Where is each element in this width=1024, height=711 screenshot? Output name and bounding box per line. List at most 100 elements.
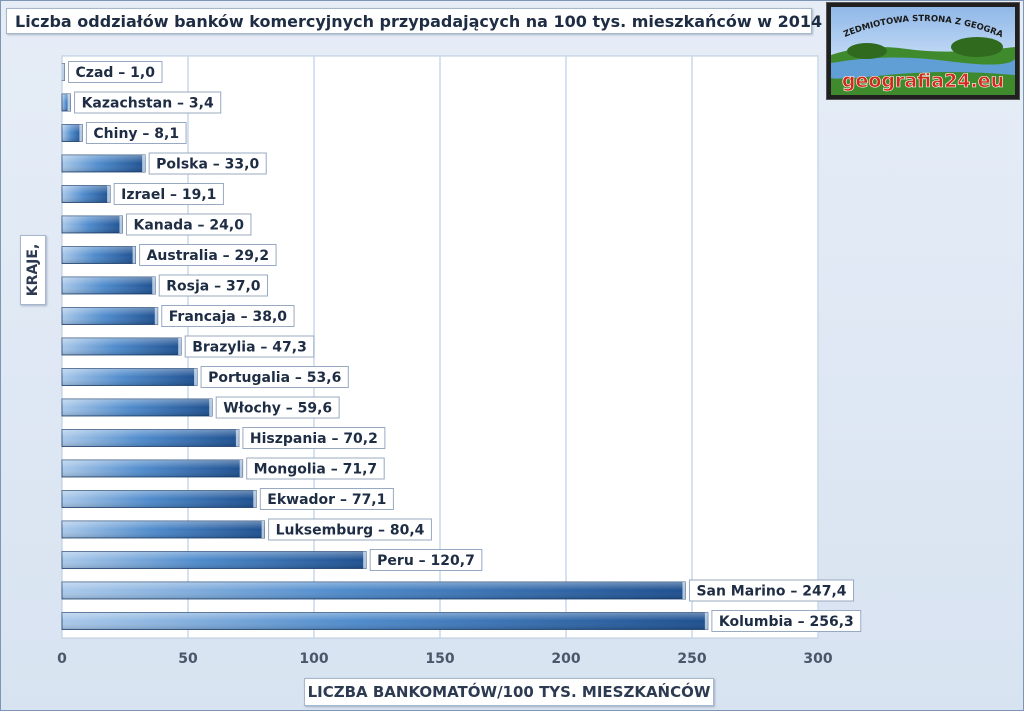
bar-shine xyxy=(62,277,156,294)
bar-shine xyxy=(62,307,158,325)
bar-label: Kazachstan – 3,4 xyxy=(74,91,222,114)
site-logo: PRZEDMIOTOWA STRONA Z GEOGRAFII geografi… xyxy=(824,0,1020,100)
x-tick-label: 150 xyxy=(425,651,454,667)
bar-label-box xyxy=(125,213,252,236)
bar-label-box xyxy=(68,61,163,83)
bar-label: Brazylia – 47,3 xyxy=(184,335,315,358)
logo-graphic: PRZEDMIOTOWA STRONA Z GEOGRAFII geografi… xyxy=(824,0,1015,95)
chart-title: Liczba oddziałów banków komercyjnych prz… xyxy=(6,8,839,34)
bar-label: Polska – 33,0 xyxy=(148,152,267,175)
bar-label-box xyxy=(139,244,277,266)
bar-label-text: Portugalia – 53,6 xyxy=(208,370,341,386)
x-axis-label: LICZBA BANKOMATÓW/100 TYS. MIESZKAŃCÓW xyxy=(304,678,714,706)
bar-label: Czad – 1,0 xyxy=(68,61,163,83)
bar-shine xyxy=(62,94,71,111)
bar-label: Chiny – 8,1 xyxy=(85,122,187,144)
bar-label-box xyxy=(688,579,855,602)
bar-end-cap xyxy=(132,246,136,264)
bar-label-box xyxy=(148,152,267,175)
bar-label-text: Peru – 120,7 xyxy=(377,553,475,569)
bar-label-text: Kanada – 24,0 xyxy=(133,218,244,234)
bar-label: Hiszpania – 70,2 xyxy=(242,427,386,449)
bar-end-cap xyxy=(61,63,65,81)
bar-label-box xyxy=(259,488,394,510)
bar-label-text: Australia – 29,2 xyxy=(147,248,270,264)
bar-label: Rosja – 37,0 xyxy=(158,274,269,297)
bar-end-cap xyxy=(107,185,111,203)
bar-label-box xyxy=(158,274,269,297)
x-tick-label: 250 xyxy=(677,651,706,667)
bar-end-cap xyxy=(239,460,243,477)
bar-label-box xyxy=(113,183,224,205)
bar-end-cap xyxy=(194,368,198,386)
bar-label-text: Kazachstan – 3,4 xyxy=(82,96,214,112)
bar-end-cap xyxy=(235,429,239,447)
x-tick-label: 200 xyxy=(551,651,580,667)
bar-label: San Marino – 247,4 xyxy=(688,579,855,602)
bar-shine xyxy=(62,551,367,569)
x-tick-label: 0 xyxy=(57,651,67,667)
bar-label-text: San Marino – 247,4 xyxy=(696,584,846,600)
x-axis-ticks: 0 50 100 150 200 250 300 xyxy=(57,651,833,667)
bar-label: Mongolia – 71,7 xyxy=(246,457,385,480)
bar-shine xyxy=(62,612,708,630)
bar-labels: Czad – 1,0 Kazachstan – 3,4 Chiny – 8,1 Pol… xyxy=(68,61,862,632)
x-tick-label: 300 xyxy=(803,651,832,667)
bar-end-cap xyxy=(67,94,71,111)
bar-shine xyxy=(62,368,198,386)
bar-label-text: Mongolia – 71,7 xyxy=(254,462,378,478)
bar-end-cap xyxy=(178,338,182,355)
bar-label-box xyxy=(85,122,187,144)
chart-title-text: Liczba oddziałów banków komercyjnych prz… xyxy=(15,12,840,31)
bar-end-cap xyxy=(704,612,708,630)
bar-shine xyxy=(62,490,257,508)
bar-shine xyxy=(62,429,239,447)
bar-shine xyxy=(62,582,686,599)
bar-shine xyxy=(62,338,182,355)
bar-label-box xyxy=(711,610,862,632)
bar-end-cap xyxy=(363,551,367,569)
bar-label-box xyxy=(74,91,222,114)
bars xyxy=(61,63,709,630)
bar-shine xyxy=(62,185,111,203)
bar-label: Włochy – 59,6 xyxy=(215,396,340,419)
bar-label-box xyxy=(184,335,315,358)
bar-label-text: Izrael – 19,1 xyxy=(121,187,216,203)
bar-label-text: Chiny – 8,1 xyxy=(93,126,179,142)
bar-label: Francaja – 38,0 xyxy=(161,305,295,327)
bar-label-box xyxy=(369,549,483,571)
bar-label-text: Czad – 1,0 xyxy=(76,65,156,81)
bar-label: Kanada – 24,0 xyxy=(125,213,252,236)
bar-label-box xyxy=(215,396,340,419)
bar-end-cap xyxy=(261,521,265,538)
y-axis-label: KRAJE, xyxy=(25,243,41,297)
bar-label: Izrael – 19,1 xyxy=(113,183,224,205)
bar-label-text: Luksemburg – 80,4 xyxy=(276,523,425,539)
bar-end-cap xyxy=(152,277,156,294)
bar-end-cap xyxy=(209,399,213,416)
bar-end-cap xyxy=(142,155,146,172)
bar-label-text: Francaja – 38,0 xyxy=(169,309,288,325)
bar-label-text: Kolumbia – 256,3 xyxy=(719,614,854,630)
bar-end-cap xyxy=(253,490,257,508)
bar-label: Australia – 29,2 xyxy=(139,244,277,266)
bar-shine xyxy=(62,124,83,142)
bar-label-box xyxy=(246,457,385,480)
bar-shine xyxy=(62,155,146,172)
bar-label-box xyxy=(200,366,349,388)
bar-shine xyxy=(62,399,213,416)
bar-shine xyxy=(62,216,123,233)
bar-label-text: Brazylia – 47,3 xyxy=(192,340,307,356)
bar-label: Peru – 120,7 xyxy=(369,549,483,571)
bar-label-text: Rosja – 37,0 xyxy=(166,279,261,295)
bar-label-text: Ekwador – 77,1 xyxy=(267,492,386,508)
bar-shine xyxy=(62,246,136,264)
bar-label: Ekwador – 77,1 xyxy=(259,488,394,510)
y-axis-label-box: KRAJE, xyxy=(20,235,46,305)
logo-brand-text: geografia24.eu xyxy=(842,70,1004,92)
bar-label-box xyxy=(268,518,432,541)
bar-label: Portugalia – 53,6 xyxy=(200,366,349,388)
bar-end-cap xyxy=(119,216,123,233)
bar-shine xyxy=(62,521,265,538)
